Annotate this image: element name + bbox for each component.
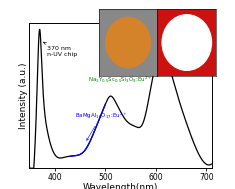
X-axis label: Wavelength(nm): Wavelength(nm) bbox=[83, 184, 158, 189]
Text: BaMgAl$_{10}$O$_{17}$:Eu$^{2+}$: BaMgAl$_{10}$O$_{17}$:Eu$^{2+}$ bbox=[75, 111, 127, 140]
Y-axis label: Intensity (a.u.): Intensity (a.u.) bbox=[19, 62, 28, 129]
Text: 370 nm
n-UV chip: 370 nm n-UV chip bbox=[43, 42, 77, 57]
Text: CaAlSiN$_3$:Eu$^{2+}$: CaAlSiN$_3$:Eu$^{2+}$ bbox=[150, 26, 191, 47]
Text: Na$_3$Y$_{0.5}$Sc$_{0.5}$Si$_3$O$_9$:Eu$^{2+}$: Na$_3$Y$_{0.5}$Sc$_{0.5}$Si$_3$O$_9$:Eu$… bbox=[88, 75, 152, 85]
Circle shape bbox=[106, 17, 150, 68]
Circle shape bbox=[162, 15, 212, 70]
